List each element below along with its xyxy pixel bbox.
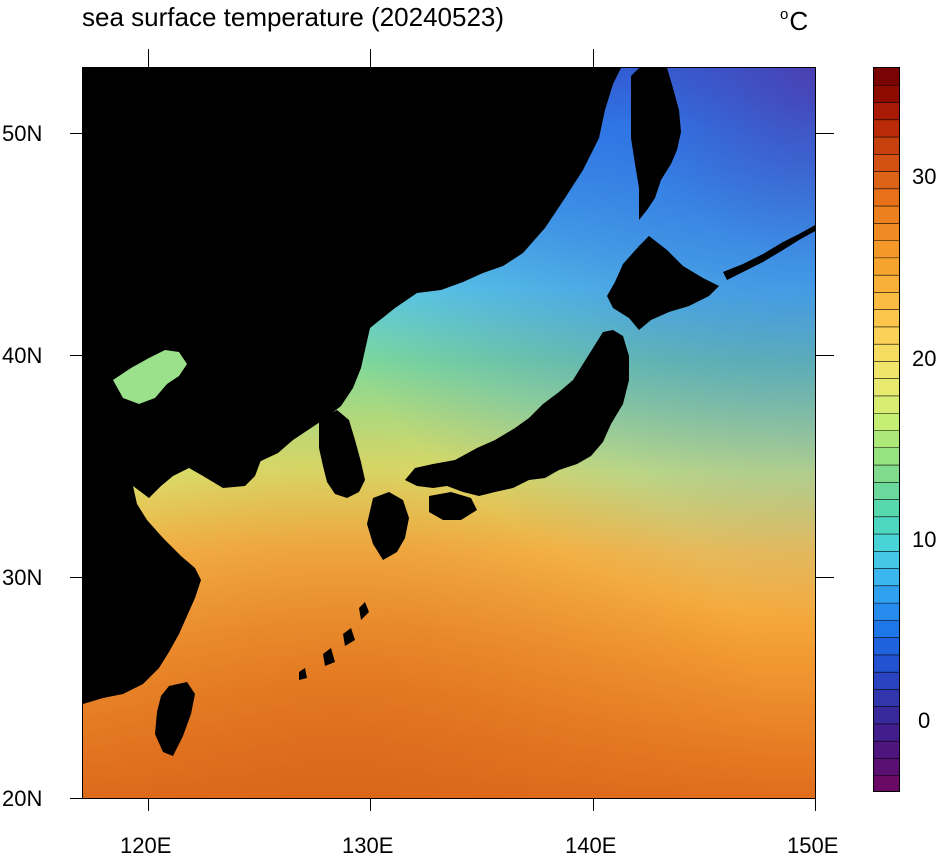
lat-tick-30n	[70, 577, 82, 578]
colorbar-segment	[874, 620, 899, 639]
land-hokkaido	[607, 236, 719, 330]
lon-tick-140e	[593, 799, 594, 811]
lat-label-50n: 50N	[2, 121, 43, 146]
lon-tick-150e	[815, 799, 816, 811]
lon-tick-120e-top	[148, 49, 149, 67]
colorbar-segment	[874, 137, 899, 155]
lon-label-120e: 120E	[120, 833, 172, 858]
land-ryukyu	[299, 602, 369, 680]
colorbar-segment	[874, 188, 899, 207]
land-sakhalin	[631, 68, 681, 220]
land-taiwan	[155, 682, 195, 756]
chart-title: sea surface temperature (20240523)	[82, 2, 505, 32]
lon-label-150e: 150E	[787, 833, 839, 858]
lat-tick-40n	[70, 355, 82, 356]
colorbar-segment	[874, 568, 899, 587]
colorbar-segment	[874, 534, 899, 552]
colorbar-segment	[874, 672, 899, 691]
colorbar-segment	[874, 723, 899, 742]
land-kurils	[723, 225, 815, 280]
colorbar-segment	[874, 206, 899, 224]
lon-label-130e: 130E	[342, 833, 394, 858]
colorbar-segment	[874, 516, 899, 535]
colorbar-segment	[874, 689, 899, 708]
land-kyushu	[367, 492, 409, 560]
lat-label-20n: 20N	[2, 786, 43, 811]
lon-tick-120e	[148, 799, 149, 811]
colorbar-segment	[874, 154, 899, 173]
colorbar-segment	[874, 447, 899, 466]
colorbar-label-30: 30	[912, 164, 937, 189]
lat-label-40n: 40N	[2, 343, 43, 368]
colorbar-label-0: 0	[918, 708, 931, 733]
land-honshu	[405, 330, 629, 496]
colorbar-segment	[874, 223, 899, 242]
colorbar-label-20: 20	[912, 346, 937, 371]
sst-map-svg	[83, 68, 815, 798]
lat-label-30n: 30N	[2, 565, 43, 590]
colorbar-segment	[874, 775, 899, 791]
colorbar	[873, 67, 900, 792]
colorbar-segment	[874, 68, 899, 86]
colorbar-segment	[874, 551, 899, 570]
colorbar-segment	[874, 326, 899, 345]
colorbar-segment	[874, 637, 899, 656]
lon-tick-130e-top	[370, 49, 371, 67]
colorbar-segment	[874, 119, 899, 138]
lon-tick-130e	[370, 799, 371, 811]
colorbar-segment	[874, 654, 899, 673]
colorbar-segment	[874, 741, 899, 760]
colorbar-segment	[874, 499, 899, 518]
lat-tick-30n-right	[816, 577, 834, 578]
colorbar-segment	[874, 102, 899, 121]
colorbar-segment	[874, 361, 899, 380]
colorbar-segment	[874, 758, 899, 777]
lon-label-140e: 140E	[565, 833, 617, 858]
colorbar-segment	[874, 275, 899, 293]
colorbar-segment	[874, 171, 899, 190]
colorbar-segment	[874, 603, 899, 621]
colorbar-segment	[874, 292, 899, 311]
land-korea	[319, 410, 365, 498]
colorbar-segment	[874, 344, 899, 363]
colorbar-svg	[874, 68, 899, 791]
lat-tick-50n-right	[816, 133, 834, 134]
colorbar-segment	[874, 413, 899, 432]
colorbar-segment	[874, 309, 899, 328]
bohai-sea	[113, 350, 187, 404]
lat-tick-40n-right	[816, 355, 834, 356]
sst-map	[82, 67, 816, 799]
colorbar-segment	[874, 85, 899, 104]
colorbar-segment	[874, 240, 899, 259]
colorbar-segment	[874, 430, 899, 449]
colorbar-segment	[874, 378, 899, 397]
colorbar-segment	[874, 395, 899, 414]
lat-tick-20n	[70, 798, 82, 799]
lon-tick-140e-top	[593, 49, 594, 67]
units-text: C	[789, 6, 809, 36]
land-asia	[83, 68, 621, 704]
colorbar-label-10: 10	[912, 527, 937, 552]
colorbar-segment	[874, 482, 899, 501]
degree-symbol: o	[780, 6, 789, 23]
colorbar-segment	[874, 257, 899, 276]
colorbar-segment	[874, 585, 899, 604]
units-label: oC	[780, 4, 808, 43]
colorbar-segment	[874, 706, 899, 725]
colorbar-segment	[874, 465, 899, 483]
lat-tick-50n	[70, 133, 82, 134]
land-shikoku	[429, 492, 477, 520]
